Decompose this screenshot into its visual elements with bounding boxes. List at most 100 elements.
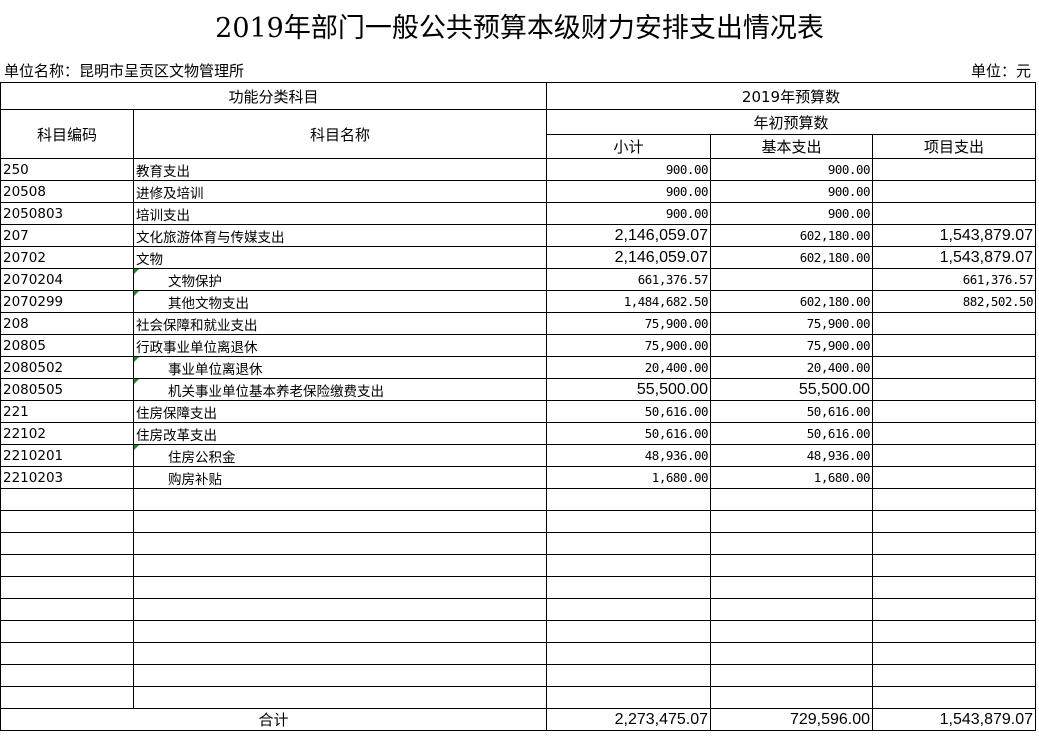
empty-cell[interactable] [0, 532, 134, 555]
cell-subtotal[interactable]: 900.00 [546, 158, 712, 181]
cell-code[interactable]: 2050803 [0, 202, 134, 225]
empty-cell[interactable] [872, 488, 1037, 511]
cell-code[interactable]: 207 [0, 224, 134, 247]
empty-cell[interactable] [0, 598, 134, 621]
cell-subtotal[interactable]: 900.00 [546, 202, 712, 225]
cell-project[interactable] [872, 400, 1037, 423]
empty-cell[interactable] [872, 554, 1037, 577]
cell-project[interactable] [872, 158, 1037, 181]
empty-cell[interactable] [0, 488, 134, 511]
empty-cell[interactable] [546, 686, 712, 709]
empty-cell[interactable] [872, 532, 1037, 555]
cell-project[interactable] [872, 466, 1037, 489]
cell-subtotal[interactable]: 1,680.00 [546, 466, 712, 489]
empty-cell[interactable] [872, 664, 1037, 687]
cell-basic[interactable]: 75,900.00 [710, 334, 874, 357]
empty-cell[interactable] [132, 532, 548, 555]
cell-subtotal[interactable]: 50,616.00 [546, 400, 712, 423]
empty-cell[interactable] [872, 686, 1037, 709]
cell-name[interactable]: 住房保障支出 [132, 400, 548, 423]
cell-name[interactable]: 事业单位离退休 [132, 356, 548, 379]
empty-cell[interactable] [872, 510, 1037, 533]
cell-subtotal[interactable]: 900.00 [546, 180, 712, 203]
empty-cell[interactable] [0, 576, 134, 599]
cell-code[interactable]: 2210203 [0, 466, 134, 489]
empty-cell[interactable] [0, 664, 134, 687]
cell-basic[interactable]: 50,616.00 [710, 400, 874, 423]
cell-name[interactable]: 教育支出 [132, 158, 548, 181]
cell-name[interactable]: 机关事业单位基本养老保险缴费支出 [132, 378, 548, 401]
cell-basic[interactable]: 1,680.00 [710, 466, 874, 489]
cell-subtotal[interactable]: 661,376.57 [546, 268, 712, 291]
cell-basic[interactable]: 75,900.00 [710, 312, 874, 335]
cell-project[interactable]: 1,543,879.07 [872, 246, 1037, 269]
cell-name[interactable]: 住房公积金 [132, 444, 548, 467]
cell-name[interactable]: 文化旅游体育与传媒支出 [132, 224, 548, 247]
empty-cell[interactable] [132, 642, 548, 665]
total-basic[interactable]: 729,596.00 [710, 708, 874, 731]
cell-code[interactable]: 221 [0, 400, 134, 423]
empty-cell[interactable] [132, 488, 548, 511]
cell-subtotal[interactable]: 50,616.00 [546, 422, 712, 445]
empty-cell[interactable] [546, 554, 712, 577]
cell-project[interactable] [872, 312, 1037, 335]
empty-cell[interactable] [872, 620, 1037, 643]
empty-cell[interactable] [546, 532, 712, 555]
cell-subtotal[interactable]: 20,400.00 [546, 356, 712, 379]
cell-name[interactable]: 文物 [132, 246, 548, 269]
cell-name[interactable]: 购房补贴 [132, 466, 548, 489]
empty-cell[interactable] [546, 642, 712, 665]
empty-cell[interactable] [710, 686, 874, 709]
empty-cell[interactable] [132, 664, 548, 687]
empty-cell[interactable] [546, 488, 712, 511]
cell-code[interactable]: 20508 [0, 180, 134, 203]
cell-name[interactable]: 培训支出 [132, 202, 548, 225]
empty-cell[interactable] [0, 642, 134, 665]
empty-cell[interactable] [710, 510, 874, 533]
cell-subtotal[interactable]: 75,900.00 [546, 334, 712, 357]
cell-code[interactable]: 2210201 [0, 444, 134, 467]
empty-cell[interactable] [710, 576, 874, 599]
cell-subtotal[interactable]: 1,484,682.50 [546, 290, 712, 313]
empty-cell[interactable] [710, 554, 874, 577]
empty-cell[interactable] [132, 620, 548, 643]
empty-cell[interactable] [872, 642, 1037, 665]
empty-cell[interactable] [0, 510, 134, 533]
cell-project[interactable] [872, 422, 1037, 445]
empty-cell[interactable] [0, 554, 134, 577]
cell-basic[interactable]: 55,500.00 [710, 378, 874, 401]
empty-cell[interactable] [710, 620, 874, 643]
empty-cell[interactable] [710, 598, 874, 621]
cell-basic[interactable]: 602,180.00 [710, 224, 874, 247]
empty-cell[interactable] [546, 576, 712, 599]
cell-code[interactable]: 2070299 [0, 290, 134, 313]
cell-code[interactable]: 2080502 [0, 356, 134, 379]
cell-basic[interactable]: 900.00 [710, 202, 874, 225]
cell-subtotal[interactable]: 2,146,059.07 [546, 224, 712, 247]
cell-code[interactable]: 208 [0, 312, 134, 335]
empty-cell[interactable] [710, 532, 874, 555]
cell-project[interactable]: 1,543,879.07 [872, 224, 1037, 247]
cell-project[interactable] [872, 378, 1037, 401]
empty-cell[interactable] [872, 576, 1037, 599]
cell-basic[interactable]: 602,180.00 [710, 246, 874, 269]
cell-code[interactable]: 250 [0, 158, 134, 181]
cell-subtotal[interactable]: 2,146,059.07 [546, 246, 712, 269]
empty-cell[interactable] [132, 686, 548, 709]
empty-cell[interactable] [872, 598, 1037, 621]
cell-basic[interactable]: 900.00 [710, 158, 874, 181]
empty-cell[interactable] [710, 488, 874, 511]
cell-name[interactable]: 社会保障和就业支出 [132, 312, 548, 335]
empty-cell[interactable] [0, 686, 134, 709]
cell-basic[interactable]: 20,400.00 [710, 356, 874, 379]
cell-name[interactable]: 住房改革支出 [132, 422, 548, 445]
empty-cell[interactable] [132, 576, 548, 599]
cell-basic[interactable]: 602,180.00 [710, 290, 874, 313]
cell-basic[interactable]: 48,936.00 [710, 444, 874, 467]
empty-cell[interactable] [546, 598, 712, 621]
cell-project[interactable] [872, 444, 1037, 467]
cell-code[interactable]: 20702 [0, 246, 134, 269]
empty-cell[interactable] [132, 554, 548, 577]
cell-project[interactable]: 882,502.50 [872, 290, 1037, 313]
cell-name[interactable]: 进修及培训 [132, 180, 548, 203]
